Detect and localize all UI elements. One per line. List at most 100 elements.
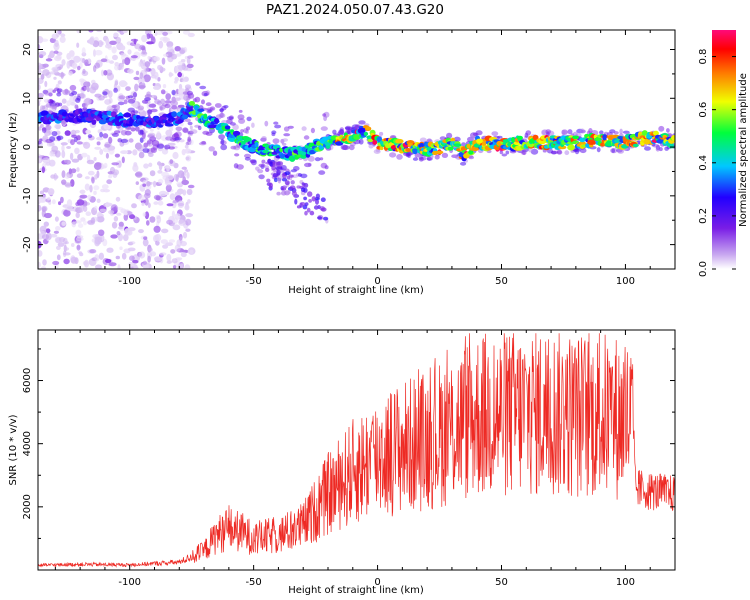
spectrogram-noise-cell xyxy=(187,32,195,38)
spectrogram-halo-cell xyxy=(148,103,157,108)
spectrogram-noise-cell xyxy=(172,224,181,231)
spectrogram-branch-cell xyxy=(303,196,307,201)
spectrogram-ridge-cell xyxy=(476,138,484,144)
spectrogram-halo-cell xyxy=(545,129,551,135)
spectrogram-ridge-cell xyxy=(309,149,316,155)
spectrogram-ridge-cell xyxy=(591,141,596,145)
spectrogram-halo-cell xyxy=(307,155,315,162)
spectrogram-noise-cell xyxy=(95,162,102,167)
spectrogram-noise-cell xyxy=(94,62,100,69)
spectrogram-halo-cell xyxy=(56,92,62,97)
spectrogram-branch-cell xyxy=(265,167,270,172)
spectrogram-ridge-cell xyxy=(622,144,627,148)
spectrogram-halo-cell xyxy=(323,115,327,122)
spectrogram-noise-cell xyxy=(156,131,161,139)
spectrogram-halo-cell xyxy=(580,128,585,134)
spectrogram-noise-cell xyxy=(63,244,67,253)
spectrogram-halo-cell xyxy=(164,100,172,104)
spectrogram-noise-cell xyxy=(181,166,187,170)
spectrogram-branch-cell xyxy=(276,191,281,196)
spectrogram-noise-cell xyxy=(147,56,151,60)
snr-panel: -100 -50 0 50 100 2000 4000 6000 Height of stra… xyxy=(8,329,676,596)
spectrogram-halo-cell xyxy=(199,85,207,90)
spectrogram-noise-cell xyxy=(93,190,97,195)
spectrogram-noise-cell xyxy=(74,147,80,155)
snr-xtick-label: 100 xyxy=(616,577,635,588)
spectrogram-noise-cell xyxy=(100,69,105,77)
spectrogram-noise-cell xyxy=(98,252,104,260)
spectrogram-halo-cell xyxy=(76,141,83,145)
spectrogram-noise-cell xyxy=(100,188,106,193)
spectrogram-halo-cell xyxy=(113,130,121,134)
spectrogram-noise-cell xyxy=(44,212,52,219)
spectrogram-noise-cell xyxy=(38,84,41,91)
spectrogram-noise-cell xyxy=(76,199,85,206)
spectrogram-noise-cell xyxy=(153,201,159,205)
spectrogram-halo-cell xyxy=(218,134,226,140)
spectrogram-noise-cell xyxy=(131,57,136,61)
spectrogram-branch-cell xyxy=(266,178,271,183)
spectrogram-ridge-cell xyxy=(240,140,246,145)
spectrogram-halo-cell xyxy=(156,143,165,149)
spectrogram-noise-cell xyxy=(84,183,90,191)
spectrogram-noise-cell xyxy=(177,170,185,179)
spectrogram-ridge-cell xyxy=(652,130,659,136)
spectrogram-halo-cell xyxy=(117,101,125,106)
spectrogram-noise-cell xyxy=(50,233,58,238)
spectrogram-noise-cell xyxy=(157,170,163,174)
spectrogram-noise-cell xyxy=(81,47,86,55)
spectrogram-noise-cell xyxy=(174,46,181,52)
spectrogram-noise-cell xyxy=(114,64,120,71)
spectrogram-noise-cell xyxy=(86,159,95,165)
colorbar: 0.0 0.2 0.4 0.6 0.8 Normalized spectral ampl… xyxy=(698,30,749,277)
spectrogram-noise-cell xyxy=(129,255,135,261)
spectrogram-halo-cell xyxy=(203,93,208,96)
spectrogram-halo-cell xyxy=(205,131,213,136)
spectrogram-noise-cell xyxy=(98,40,103,48)
spectrogram-ridge-cell xyxy=(58,116,63,121)
spectrogram-noise-cell xyxy=(153,56,160,62)
spectrogram-noise-cell xyxy=(185,218,192,226)
spectrogram-noise-cell xyxy=(166,165,170,172)
spectrogram-branch-cell xyxy=(272,173,278,178)
spectrogram-branch-cell xyxy=(303,182,309,188)
spectrogram-noise-cell xyxy=(109,60,115,64)
spectrogram-halo-cell xyxy=(75,97,81,103)
spectrogram-ridge-cell xyxy=(466,143,471,149)
spectrogram-noise-cell xyxy=(187,199,191,204)
spectrogram-noise-cell xyxy=(183,95,187,101)
spectrogram-ridge-cell xyxy=(171,111,178,117)
spectrogram-noise-cell xyxy=(177,71,182,78)
spectrogram-noise-cell xyxy=(130,103,138,107)
spectrogram-noise-cell xyxy=(70,179,75,187)
spectrogram-halo-cell xyxy=(104,143,111,148)
spectrogram-halo-cell xyxy=(251,122,255,128)
spectrogram-noise-cell xyxy=(54,55,62,62)
spectrogram-ridge-cell xyxy=(379,146,384,151)
spectrogram-noise-cell xyxy=(140,50,148,57)
spectrogram-noise-cell xyxy=(79,189,86,194)
spectrogram-halo-cell xyxy=(168,146,176,150)
spectrogram-halo-cell xyxy=(212,150,218,156)
spectrogram-noise-cell xyxy=(80,204,84,213)
spectrogram-halo-cell xyxy=(550,150,559,155)
spectrogram-noise-cell xyxy=(172,151,179,160)
spectrogram-noise-cell xyxy=(51,66,60,72)
spectrogram-halo-cell xyxy=(164,103,171,109)
spectrogram-noise-cell xyxy=(149,216,156,223)
spectrogram-noise-cell xyxy=(49,71,57,75)
spectrogram-ridge-cell xyxy=(516,135,523,140)
spectrogram-noise-cell xyxy=(158,40,164,49)
spectrogram-noise-cell xyxy=(56,254,61,261)
spectrogram-halo-cell xyxy=(220,138,225,145)
spectrogram-noise-cell xyxy=(135,70,140,76)
spectrogram-ridge-cell xyxy=(203,113,208,119)
spectrogram-halo-cell xyxy=(165,136,173,141)
spectrogram-halo-cell xyxy=(290,169,297,173)
spectrogram-noise-cell xyxy=(60,71,64,79)
spectrogram-noise-cell xyxy=(56,245,61,250)
spectrogram-halo-cell xyxy=(147,134,155,139)
spectrogram-noise-cell xyxy=(118,221,124,228)
spectrogram-noise-cell xyxy=(71,243,75,247)
spectrogram-noise-cell xyxy=(59,64,63,69)
